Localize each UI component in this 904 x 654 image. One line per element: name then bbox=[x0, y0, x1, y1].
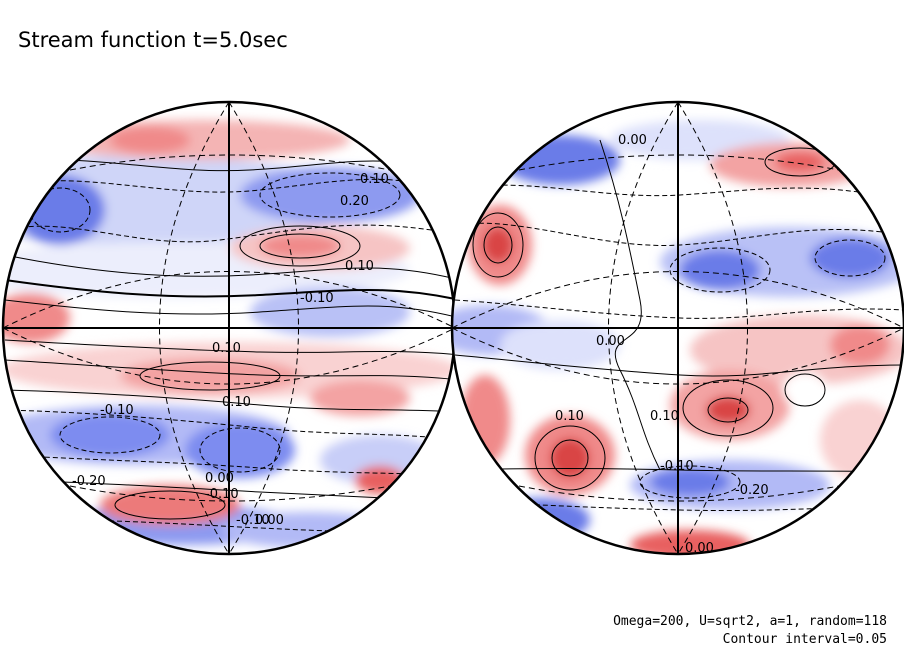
contour-interval-note: Contour interval=0.05 bbox=[723, 632, 887, 647]
contour-label: 0.00 bbox=[255, 513, 284, 528]
contour-label: -0.10 bbox=[300, 291, 334, 306]
contour-label: 0.00 bbox=[596, 334, 625, 349]
left-hemisphere: 0.10 0.20 0.10 -0.10 0.10 0.10 -0.10 0.0… bbox=[1, 100, 457, 556]
contour-label: 0.00 bbox=[685, 541, 714, 556]
left-color-field bbox=[3, 120, 455, 548]
right-color-field bbox=[452, 120, 904, 554]
contour-label: -0.10 bbox=[236, 513, 270, 528]
figure-title: Stream function t=5.0sec bbox=[18, 28, 288, 52]
contour-label: 0.10 bbox=[212, 341, 241, 356]
contour-label: 0.10 bbox=[345, 259, 374, 274]
contour-label: 0.10 bbox=[222, 395, 251, 410]
contour-label: 0.10 bbox=[360, 172, 389, 187]
right-contours bbox=[454, 139, 904, 512]
right-hemisphere: 0.00 0.00 0.10 0.10 -0.10 -0.20 0.00 bbox=[450, 100, 904, 556]
contour-label: 0.10 bbox=[555, 409, 584, 424]
contour-label: -0.10 bbox=[205, 487, 239, 502]
contour-label: -0.10 bbox=[100, 403, 134, 418]
contour-label: 0.00 bbox=[618, 133, 647, 148]
contour-label: 0.10 bbox=[650, 409, 679, 424]
contour-label: 0.20 bbox=[340, 194, 369, 209]
contour-label: -0.20 bbox=[735, 483, 769, 498]
contour-label: 0.00 bbox=[205, 471, 234, 486]
contour-label: -0.10 bbox=[660, 459, 694, 474]
right-hemisphere-outline bbox=[450, 100, 904, 556]
contour-label: -0.20 bbox=[72, 474, 106, 489]
parameters-note: Omega=200, U=sqrt2, a=1, random=118 bbox=[613, 614, 887, 629]
